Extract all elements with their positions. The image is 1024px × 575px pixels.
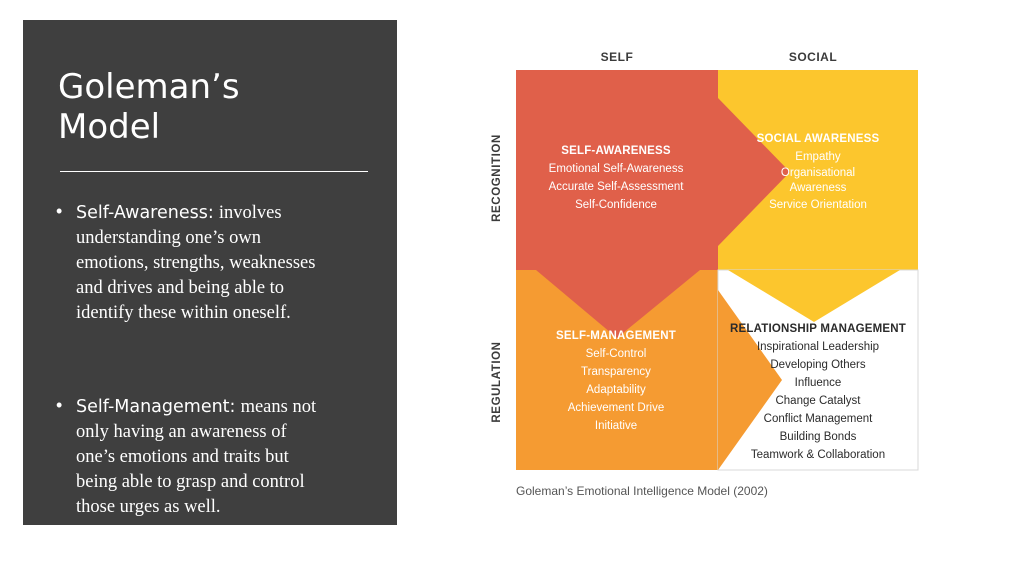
quadrant-item: Change Catalyst [775, 395, 861, 407]
quadrant-item: Inspirational Leadership [756, 341, 880, 353]
quadrant-item: Self-Control [585, 348, 647, 360]
bullet-term: Self-Management: [76, 397, 236, 417]
quadrant-item: Awareness [789, 182, 847, 194]
quadrant-title: SELF-MANAGEMENT [556, 330, 676, 342]
quadrant-title: SOCIAL AWARENESS [756, 133, 880, 145]
bullet-dot-icon: • [56, 395, 63, 415]
quadrant-item: Empathy [795, 151, 841, 163]
title-divider [60, 171, 368, 172]
row-header-regulation: REGULATION [491, 341, 503, 423]
row-header-recognition: RECOGNITION [491, 134, 503, 222]
quadrant-item: Self-Confidence [575, 199, 657, 211]
quadrant-title: SELF-AWARENESS [561, 145, 671, 157]
bullet-desc-line: understanding one’s own [76, 228, 261, 248]
bullet-desc-line: being able to grasp and control [76, 472, 305, 492]
arrow-right-bottom [718, 290, 782, 470]
bullet-dot-icon: • [56, 201, 63, 221]
text-panel: Goleman’s Model • Self-Awareness: involv… [23, 20, 397, 525]
quadrant-item: Service Orientation [769, 199, 867, 211]
arrow-right-top [718, 98, 790, 246]
quadrant-item: Influence [794, 377, 842, 389]
bullet-desc-line: involves [218, 203, 282, 223]
bullet-text: Self-Management: means not only having a… [76, 394, 366, 519]
bullet-desc-line: means not [240, 397, 317, 417]
title-line-1: Goleman’s [58, 67, 240, 107]
quadrant-item: Emotional Self-Awareness [548, 163, 684, 175]
quadrant-item: Achievement Drive [567, 402, 665, 414]
bullet-desc-line: and drives and being able to [76, 278, 285, 298]
quadrant-item: Organisational [780, 167, 856, 179]
quadrant-item: Developing Others [770, 359, 866, 371]
quadrant-self-awareness-bg [516, 70, 718, 270]
quadrant-item: Accurate Self-Assessment [548, 181, 684, 193]
quadrant-item: Initiative [594, 420, 638, 432]
column-header-self: SELF [600, 50, 634, 64]
arrow-down-right [728, 270, 900, 322]
quadrant-self-management: SELF-MANAGEMENT Self-Control Transparenc… [530, 327, 702, 435]
quadrant-item: Adaptability [586, 384, 646, 396]
bullet-desc-line: those urges as well. [76, 497, 221, 517]
bullet-self-management: • Self-Management: means not only having… [56, 394, 366, 519]
quadrant-title: RELATIONSHIP MANAGEMENT [729, 323, 907, 335]
bullet-term: Self-Awareness: [76, 203, 214, 223]
arrow-down-left [536, 270, 700, 338]
quadrant-relationship-management: RELATIONSHIP MANAGEMENT Inspirational Le… [722, 320, 914, 464]
diagram-caption: Goleman’s Emotional Intelligence Model (… [516, 484, 768, 498]
title-line-2: Model [58, 107, 161, 147]
bullet-self-awareness: • Self-Awareness: involves understanding… [56, 200, 366, 325]
quadrant-self-awareness: SELF-AWARENESS Emotional Self-Awareness … [528, 142, 704, 214]
slide-title: Goleman’s Model [58, 67, 378, 147]
quadrant-item: Conflict Management [763, 413, 873, 425]
quadrant-social-awareness: SOCIAL AWARENESS Empathy Organisational … [736, 130, 900, 214]
quadrant-item: Building Bonds [779, 431, 857, 443]
bullet-text: Self-Awareness: involves understanding o… [76, 200, 366, 325]
bullet-desc-line: identify these within oneself. [76, 303, 291, 323]
quadrant-item: Teamwork & Collaboration [750, 449, 886, 461]
column-header-social: SOCIAL [788, 50, 838, 64]
quadrant-item: Transparency [581, 366, 651, 378]
bullet-desc-line: emotions, strengths, weaknesses [76, 253, 316, 273]
bullet-desc-line: one’s emotions and traits but [76, 447, 289, 467]
bullet-desc-line: only having an awareness of [76, 422, 287, 442]
